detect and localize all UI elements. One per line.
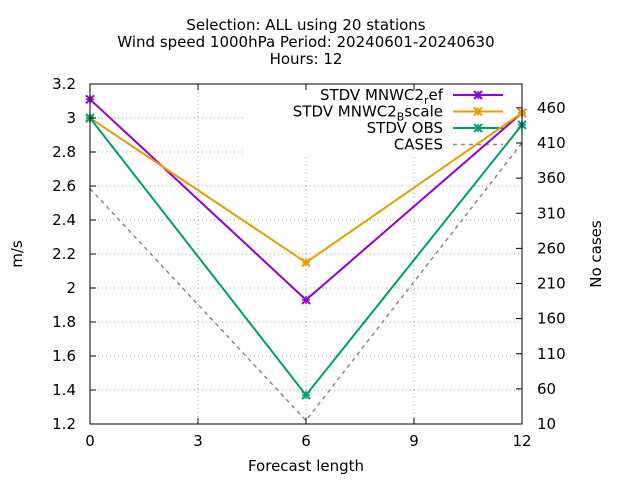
x-tick-label: 12 [512,432,531,450]
title-line: Hours: 12 [270,50,343,68]
y2-tick-label: 60 [537,380,556,398]
x-axis-label: Forecast length [248,457,364,475]
y-tick-label: 3 [66,109,76,127]
legend-marker [473,123,483,133]
y-tick-label: 2.8 [52,143,76,161]
y-tick-label: 3.2 [52,75,76,93]
y2-tick-label: 310 [537,204,566,222]
y2-tick-label: 360 [537,169,566,187]
title-line: Wind speed 1000hPa Period: 20240601-2024… [117,33,494,51]
x-tick-label: 9 [409,432,419,450]
y2-tick-label: 260 [537,239,566,257]
y-tick-label: 1.2 [52,415,76,433]
data-point [301,390,311,400]
series-line [89,142,523,422]
y2-tick-label: 460 [537,99,566,117]
legend-label: STDV OBS [367,119,443,137]
y2-tick-label: 110 [537,345,566,363]
y2-tick-label: 10 [537,415,556,433]
y2-tick-label: 160 [537,310,566,328]
legend-label: STDV MNWC2Bscale [293,103,443,124]
legend-label: STDV MNWC2ref [320,86,444,107]
legend-marker [473,106,483,117]
legend-label: CASES [394,136,443,154]
title-line: Selection: ALL using 20 stations [186,16,425,34]
y-tick-label: 2.2 [52,245,76,263]
x-tick-label: 0 [85,432,95,450]
legend-marker [473,90,483,100]
y-tick-label: 2.4 [52,211,76,229]
data-point [301,295,311,305]
y-tick-label: 2 [66,279,76,297]
grid [90,84,522,424]
y2-tick-label: 410 [537,134,566,152]
x-tick-label: 3 [193,432,203,450]
y2-tick-label: 210 [537,275,566,293]
y-tick-label: 1.6 [52,347,76,365]
y-tick-label: 1.4 [52,381,76,399]
y-tick-label: 1.8 [52,313,76,331]
axes: 0 3 6 9 12 1.2 1.4 1.6 1.8 2 2.2 2.4 2.6 2.8 3 3.2 10 60 1… [52,75,566,450]
x-tick-label: 6 [301,432,311,450]
data-point [301,257,311,268]
y-tick-label: 2.6 [52,177,76,195]
y-axis-label: m/s [8,240,26,268]
y2-axis-label: No cases [587,220,605,288]
